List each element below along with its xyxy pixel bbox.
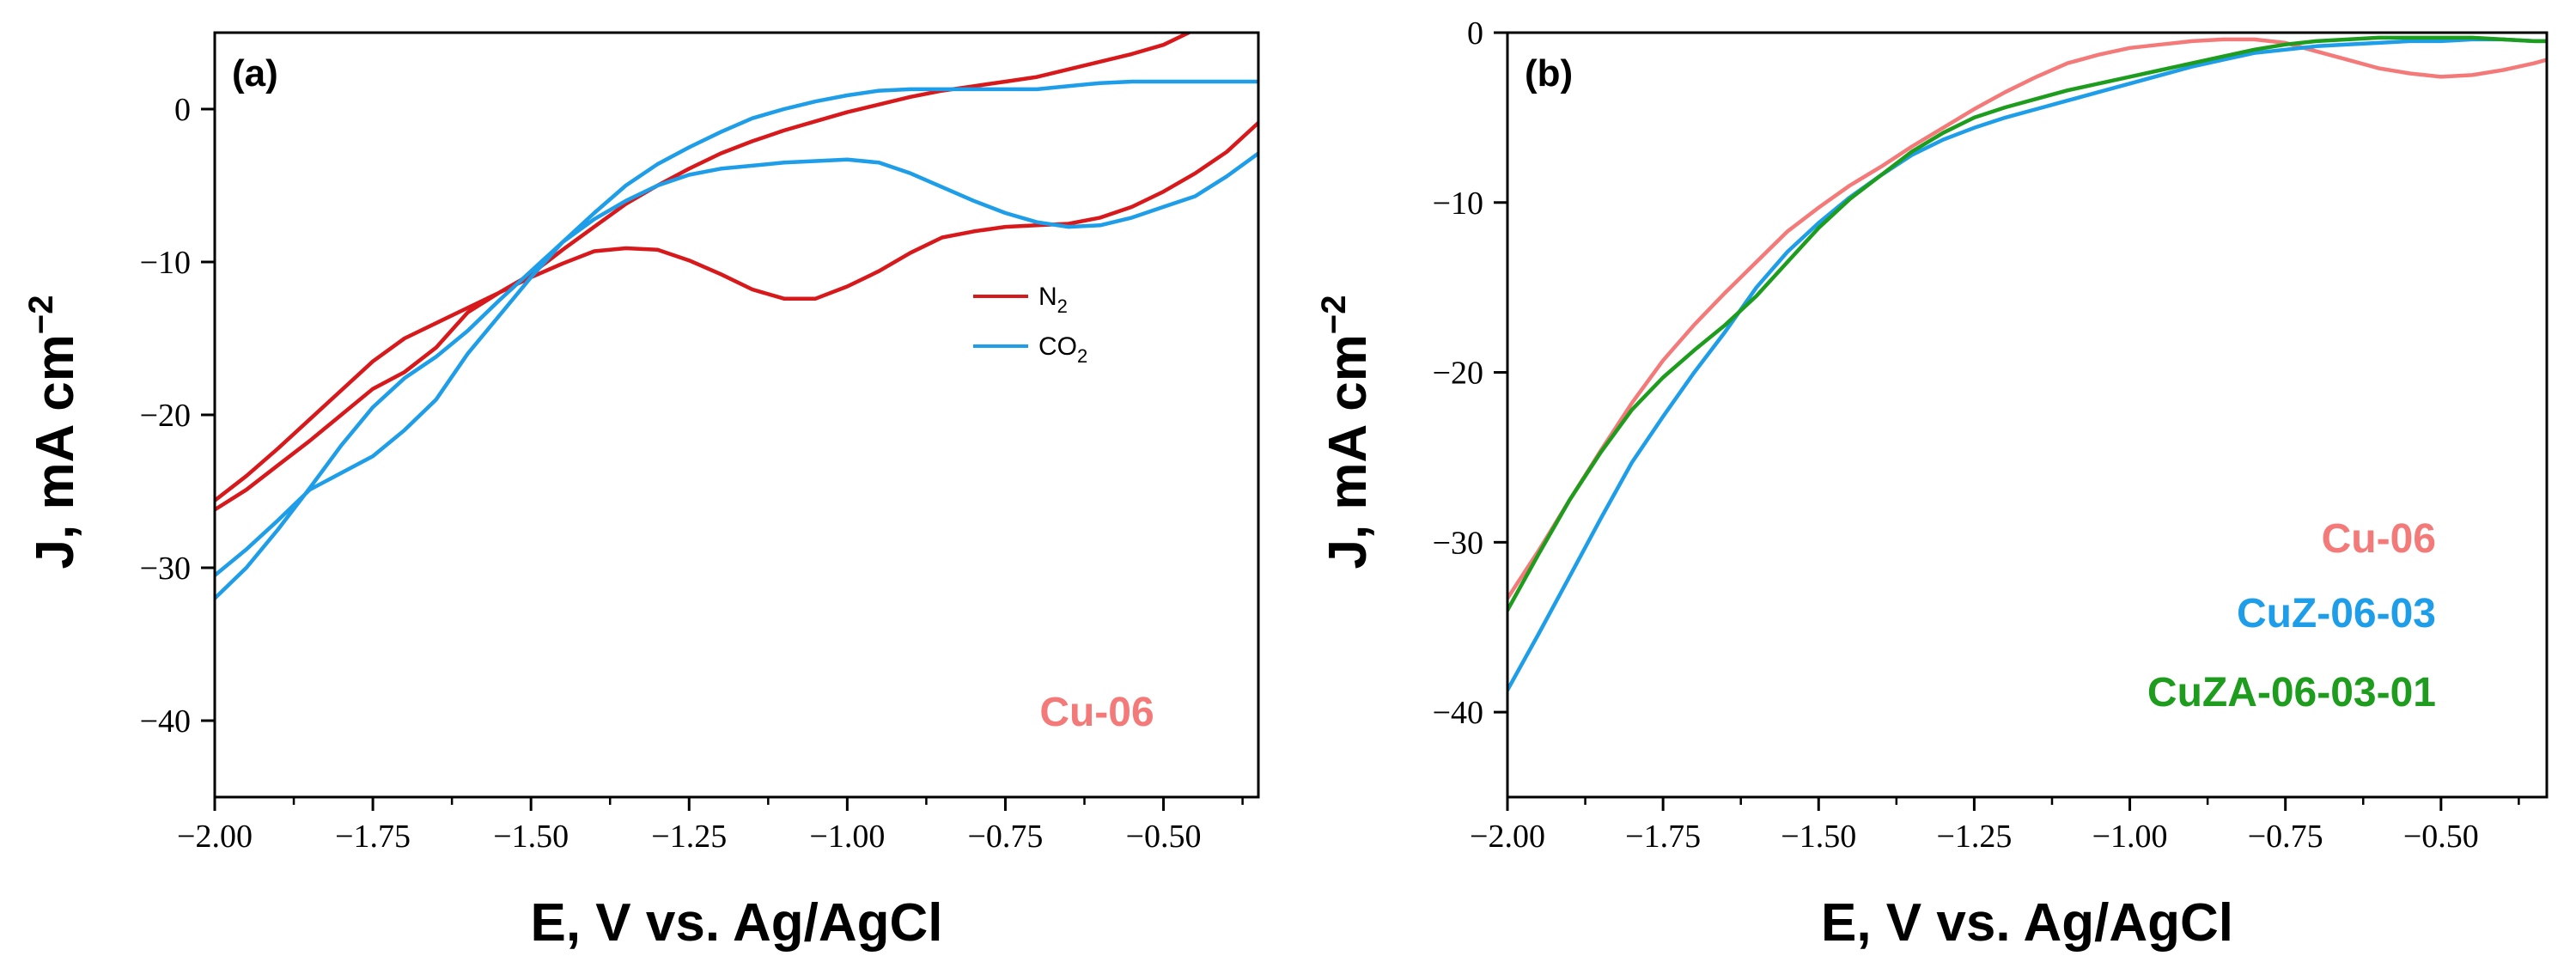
x-tick-label: −0.50 [2403,819,2479,855]
legend-co2-label: CO2 [1038,332,1087,367]
x-tick-label: −2.00 [177,819,253,855]
panel-a-x-axis-title: E, V vs. Ag/AgCl [530,893,942,953]
x-tick-label: −0.50 [1126,819,1202,855]
panel-b-y-axis-title: J, mA cm−2 [1315,295,1378,569]
legend-co2-sub: 2 [1077,345,1087,367]
y-tick-label: −30 [140,551,191,587]
x-tick-label: −1.25 [651,819,727,855]
series-cuz-06-03-line [1507,37,2547,692]
x-tick-label: −1.00 [2092,819,2168,855]
panel-a-curves [215,33,1258,600]
x-tick-label: −1.25 [1936,819,2012,855]
legend-cu-06: Cu-06 [2322,516,2436,562]
y-tick-label: −20 [1433,356,1483,392]
panel-b-y-axis-title-base: J, mA cm [1318,334,1378,569]
series-cu-06-line [1507,37,2547,600]
x-tick-label: −0.75 [2248,819,2323,855]
y-tick-label: −20 [140,398,191,434]
x-tick-label: −1.75 [1625,819,1701,855]
panel-b-ticks: −2.00 −1.75 −1.50 −1.25 −1.00 −0.75 −0.50 0 −10 −… [1433,15,2520,855]
x-tick-label: −1.00 [809,819,885,855]
panel-a-sample-label: Cu-06 [1039,690,1154,735]
panel-a: −2.00 −1.75 −1.50 −1.25 −1.00 −0.75 −0.50 0 −10 −… [22,31,1260,953]
series-n2-line [215,33,1258,512]
y-tick-label: −10 [1433,186,1483,222]
legend-n2-base: N [1038,283,1057,311]
series-cuza-06-03-01-line [1507,35,2547,612]
panel-a-ticks: −2.00 −1.75 −1.50 −1.25 −1.00 −0.75 −0.50 0 −10 −… [140,92,1244,855]
panel-b-curves [1507,35,2547,692]
panel-a-y-axis-title-sup: −2 [22,295,60,335]
series-co2-line [215,79,1258,600]
x-tick-label: −2.00 [1470,819,1545,855]
panel-b-y-axis-title-sup: −2 [1315,295,1353,335]
panel-b: −2.00 −1.75 −1.50 −1.25 −1.00 −0.75 −0.50 0 −10 −… [1315,15,2549,953]
x-tick-label: −1.50 [1781,819,1856,855]
y-tick-label: −10 [140,245,191,281]
y-tick-label: −40 [1433,695,1483,731]
x-tick-label: −0.75 [967,819,1043,855]
y-tick-label: −30 [1433,525,1483,561]
y-tick-label: 0 [174,92,191,128]
panel-b-x-axis-title: E, V vs. Ag/AgCl [1821,893,2233,953]
legend-n2-label: N2 [1038,283,1068,317]
legend-cuza-06-03-01: CuZA-06-03-01 [2147,670,2436,715]
panel-a-legend: N2 CO2 [973,283,1087,367]
panel-b-label: (b) [1525,52,1573,94]
y-tick-label: 0 [1467,15,1483,52]
panel-a-label: (a) [232,52,278,94]
legend-cuz-06-03: CuZ-06-03 [2237,591,2436,636]
panel-b-frame [1506,31,2549,799]
x-tick-label: −1.50 [493,819,569,855]
panel-a-y-axis-title-base: J, mA cm [26,334,85,569]
legend-n2-sub: 2 [1057,295,1068,317]
legend-co2-base: CO [1038,332,1077,361]
x-tick-label: −1.75 [335,819,411,855]
y-tick-label: −40 [140,703,191,740]
panel-a-y-axis-title: J, mA cm−2 [22,295,85,569]
